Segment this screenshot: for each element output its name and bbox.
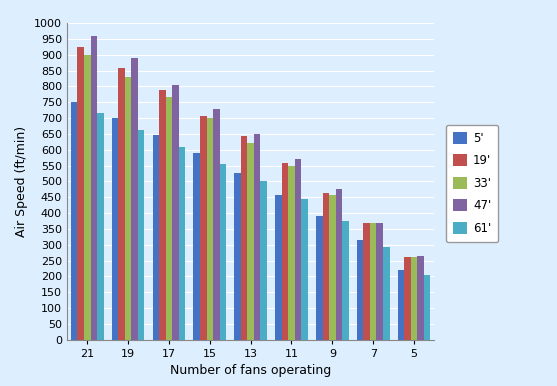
Bar <box>200 115 207 340</box>
Bar <box>316 216 323 340</box>
Bar <box>404 257 411 340</box>
Bar <box>84 56 91 340</box>
Bar <box>323 193 329 340</box>
Bar <box>301 199 308 340</box>
Bar <box>282 163 288 340</box>
Bar <box>254 134 261 340</box>
Bar <box>424 275 431 340</box>
Bar <box>336 190 342 340</box>
Bar <box>411 257 417 340</box>
Bar <box>71 102 77 340</box>
Bar <box>91 36 97 340</box>
Bar <box>172 85 179 340</box>
Bar <box>357 240 363 340</box>
Bar <box>241 135 247 340</box>
Bar <box>125 77 131 340</box>
Bar <box>77 47 84 340</box>
Legend: 5', 19', 33', 47', 61': 5', 19', 33', 47', 61' <box>446 125 499 242</box>
Bar <box>219 164 226 340</box>
Bar <box>112 118 118 340</box>
Bar <box>97 113 104 340</box>
Bar <box>213 108 219 340</box>
Y-axis label: Air Speed (ft/min): Air Speed (ft/min) <box>16 126 28 237</box>
X-axis label: Number of fans operating: Number of fans operating <box>170 364 331 377</box>
Bar <box>234 173 241 340</box>
Bar <box>329 195 336 340</box>
Bar <box>275 195 282 340</box>
Bar <box>118 68 125 340</box>
Bar <box>247 143 254 340</box>
Bar <box>138 130 144 340</box>
Bar <box>207 118 213 340</box>
Bar <box>417 256 424 340</box>
Bar <box>383 247 389 340</box>
Bar <box>377 223 383 340</box>
Bar <box>193 153 200 340</box>
Bar <box>288 166 295 340</box>
Bar <box>398 270 404 340</box>
Bar <box>370 223 377 340</box>
Bar <box>295 159 301 340</box>
Bar <box>179 147 185 340</box>
Bar <box>261 181 267 340</box>
Bar <box>131 58 138 340</box>
Bar <box>363 223 370 340</box>
Bar <box>342 221 349 340</box>
Bar <box>165 96 172 340</box>
Bar <box>153 135 159 340</box>
Bar <box>159 90 165 340</box>
